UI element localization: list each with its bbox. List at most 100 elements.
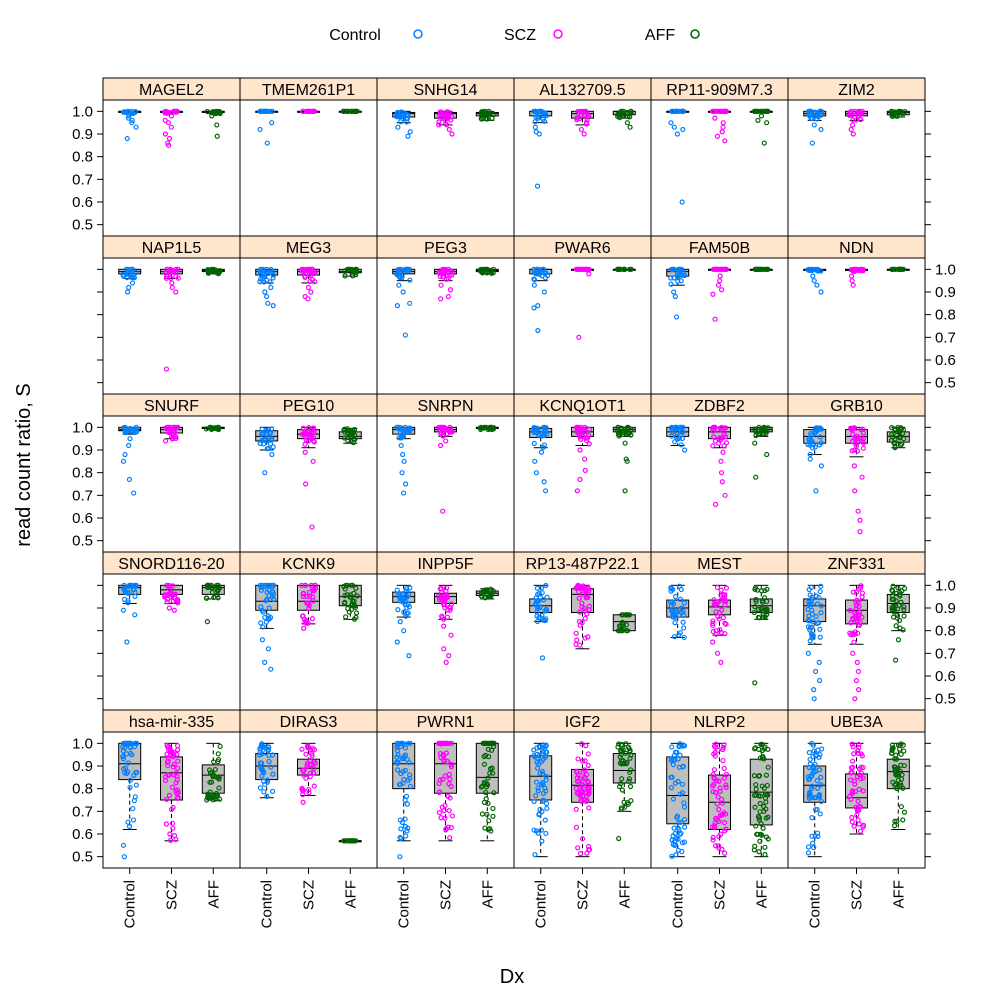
data-point [436, 122, 442, 128]
data-point [816, 677, 823, 684]
box-group [338, 838, 362, 844]
data-point [346, 838, 353, 844]
data-point [850, 650, 856, 656]
data-point [308, 289, 314, 295]
data-point [442, 773, 448, 779]
data-point [710, 639, 716, 645]
data-point [760, 825, 766, 831]
data-point [720, 744, 726, 751]
data-point [673, 852, 679, 858]
data-point [437, 442, 444, 449]
data-point [120, 272, 126, 278]
data-point [406, 652, 412, 659]
data-point [215, 751, 221, 757]
data-point [216, 776, 222, 782]
data-point [301, 767, 307, 773]
data-point [812, 833, 818, 839]
box [612, 753, 636, 784]
data-point [540, 790, 547, 796]
box-group [297, 582, 320, 632]
box-group [571, 108, 594, 137]
panel: KCNQ1OT1 [513, 393, 652, 553]
data-point [582, 774, 588, 780]
data-point [715, 794, 721, 800]
data-point [446, 781, 452, 787]
data-point [625, 744, 631, 750]
data-point [673, 594, 679, 600]
data-point [712, 501, 719, 507]
data-point [127, 777, 133, 783]
data-point [855, 108, 862, 114]
data-point [302, 449, 308, 455]
data-point [619, 787, 625, 793]
data-point [539, 838, 545, 844]
data-point [403, 602, 409, 608]
data-point [482, 595, 488, 601]
data-point [816, 659, 822, 666]
y-tick-label: 0.5 [72, 217, 93, 234]
data-point [208, 424, 214, 430]
data-point [807, 456, 813, 462]
data-point [397, 834, 403, 841]
data-point [722, 850, 728, 856]
data-point [305, 284, 312, 291]
data-point [816, 442, 823, 448]
data-point [672, 293, 678, 300]
data-point [120, 109, 126, 115]
data-point [311, 783, 317, 789]
data-point [818, 289, 824, 295]
data-point [723, 585, 730, 591]
data-point [349, 108, 355, 114]
data-point [443, 276, 450, 282]
data-point [164, 582, 170, 588]
panel: ZIM2 [787, 77, 926, 237]
data-point [577, 851, 584, 857]
data-point [344, 428, 350, 434]
x-tick-label: AFF [890, 880, 907, 908]
data-point [307, 272, 314, 279]
data-point [165, 762, 171, 769]
data-point [809, 833, 815, 839]
data-point [162, 438, 169, 444]
data-point [213, 790, 219, 797]
data-point [405, 133, 411, 139]
data-point [721, 742, 727, 748]
data-point [847, 607, 853, 613]
data-point [353, 838, 359, 844]
data-point [306, 602, 312, 608]
data-point [399, 470, 405, 476]
data-point [164, 796, 170, 802]
data-point [753, 596, 759, 603]
data-point [448, 268, 454, 274]
box-group [338, 582, 362, 622]
data-point [398, 826, 404, 832]
data-point [849, 278, 855, 284]
data-point [713, 789, 719, 795]
data-point [710, 834, 716, 841]
data-point [848, 796, 854, 802]
data-point [809, 783, 815, 789]
data-point [851, 823, 857, 829]
data-point [394, 744, 400, 751]
data-point [680, 269, 686, 275]
data-point [400, 451, 406, 458]
data-point [713, 628, 719, 634]
x-tick-label: Control [807, 880, 824, 928]
data-point [402, 816, 408, 822]
data-point [258, 108, 265, 114]
data-point [538, 449, 545, 455]
data-point [446, 126, 452, 133]
data-point [124, 428, 130, 435]
data-point [857, 828, 864, 834]
data-point [261, 273, 267, 280]
data-point [621, 266, 628, 272]
data-point [714, 584, 721, 591]
data-point [752, 604, 758, 610]
box-group [845, 583, 868, 702]
data-point [303, 481, 309, 487]
data-point [807, 451, 813, 457]
data-point [211, 759, 217, 765]
data-point [258, 620, 264, 626]
data-point [681, 625, 687, 631]
